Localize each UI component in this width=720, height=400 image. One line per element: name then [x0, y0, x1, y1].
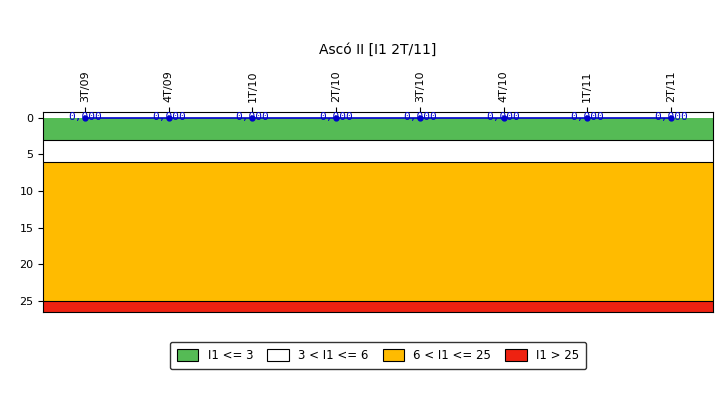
- Text: 0,000: 0,000: [319, 112, 353, 122]
- Bar: [43, 140, 713, 162]
- Bar: [43, 301, 713, 312]
- Text: 0,000: 0,000: [654, 112, 688, 122]
- Text: 0,000: 0,000: [235, 112, 269, 122]
- Bar: [43, 162, 713, 301]
- Text: 0,000: 0,000: [487, 112, 521, 122]
- Title: Ascó II [I1 2T/11]: Ascó II [I1 2T/11]: [319, 43, 437, 57]
- Text: 0,000: 0,000: [152, 112, 186, 122]
- Text: 0,000: 0,000: [403, 112, 437, 122]
- Legend: I1 <= 3, 3 < I1 <= 6, 6 < I1 <= 25, I1 > 25: I1 <= 3, 3 < I1 <= 6, 6 < I1 <= 25, I1 >…: [170, 342, 586, 369]
- Bar: [43, 118, 713, 140]
- Text: 0,000: 0,000: [68, 112, 102, 122]
- Text: 0,000: 0,000: [570, 112, 604, 122]
